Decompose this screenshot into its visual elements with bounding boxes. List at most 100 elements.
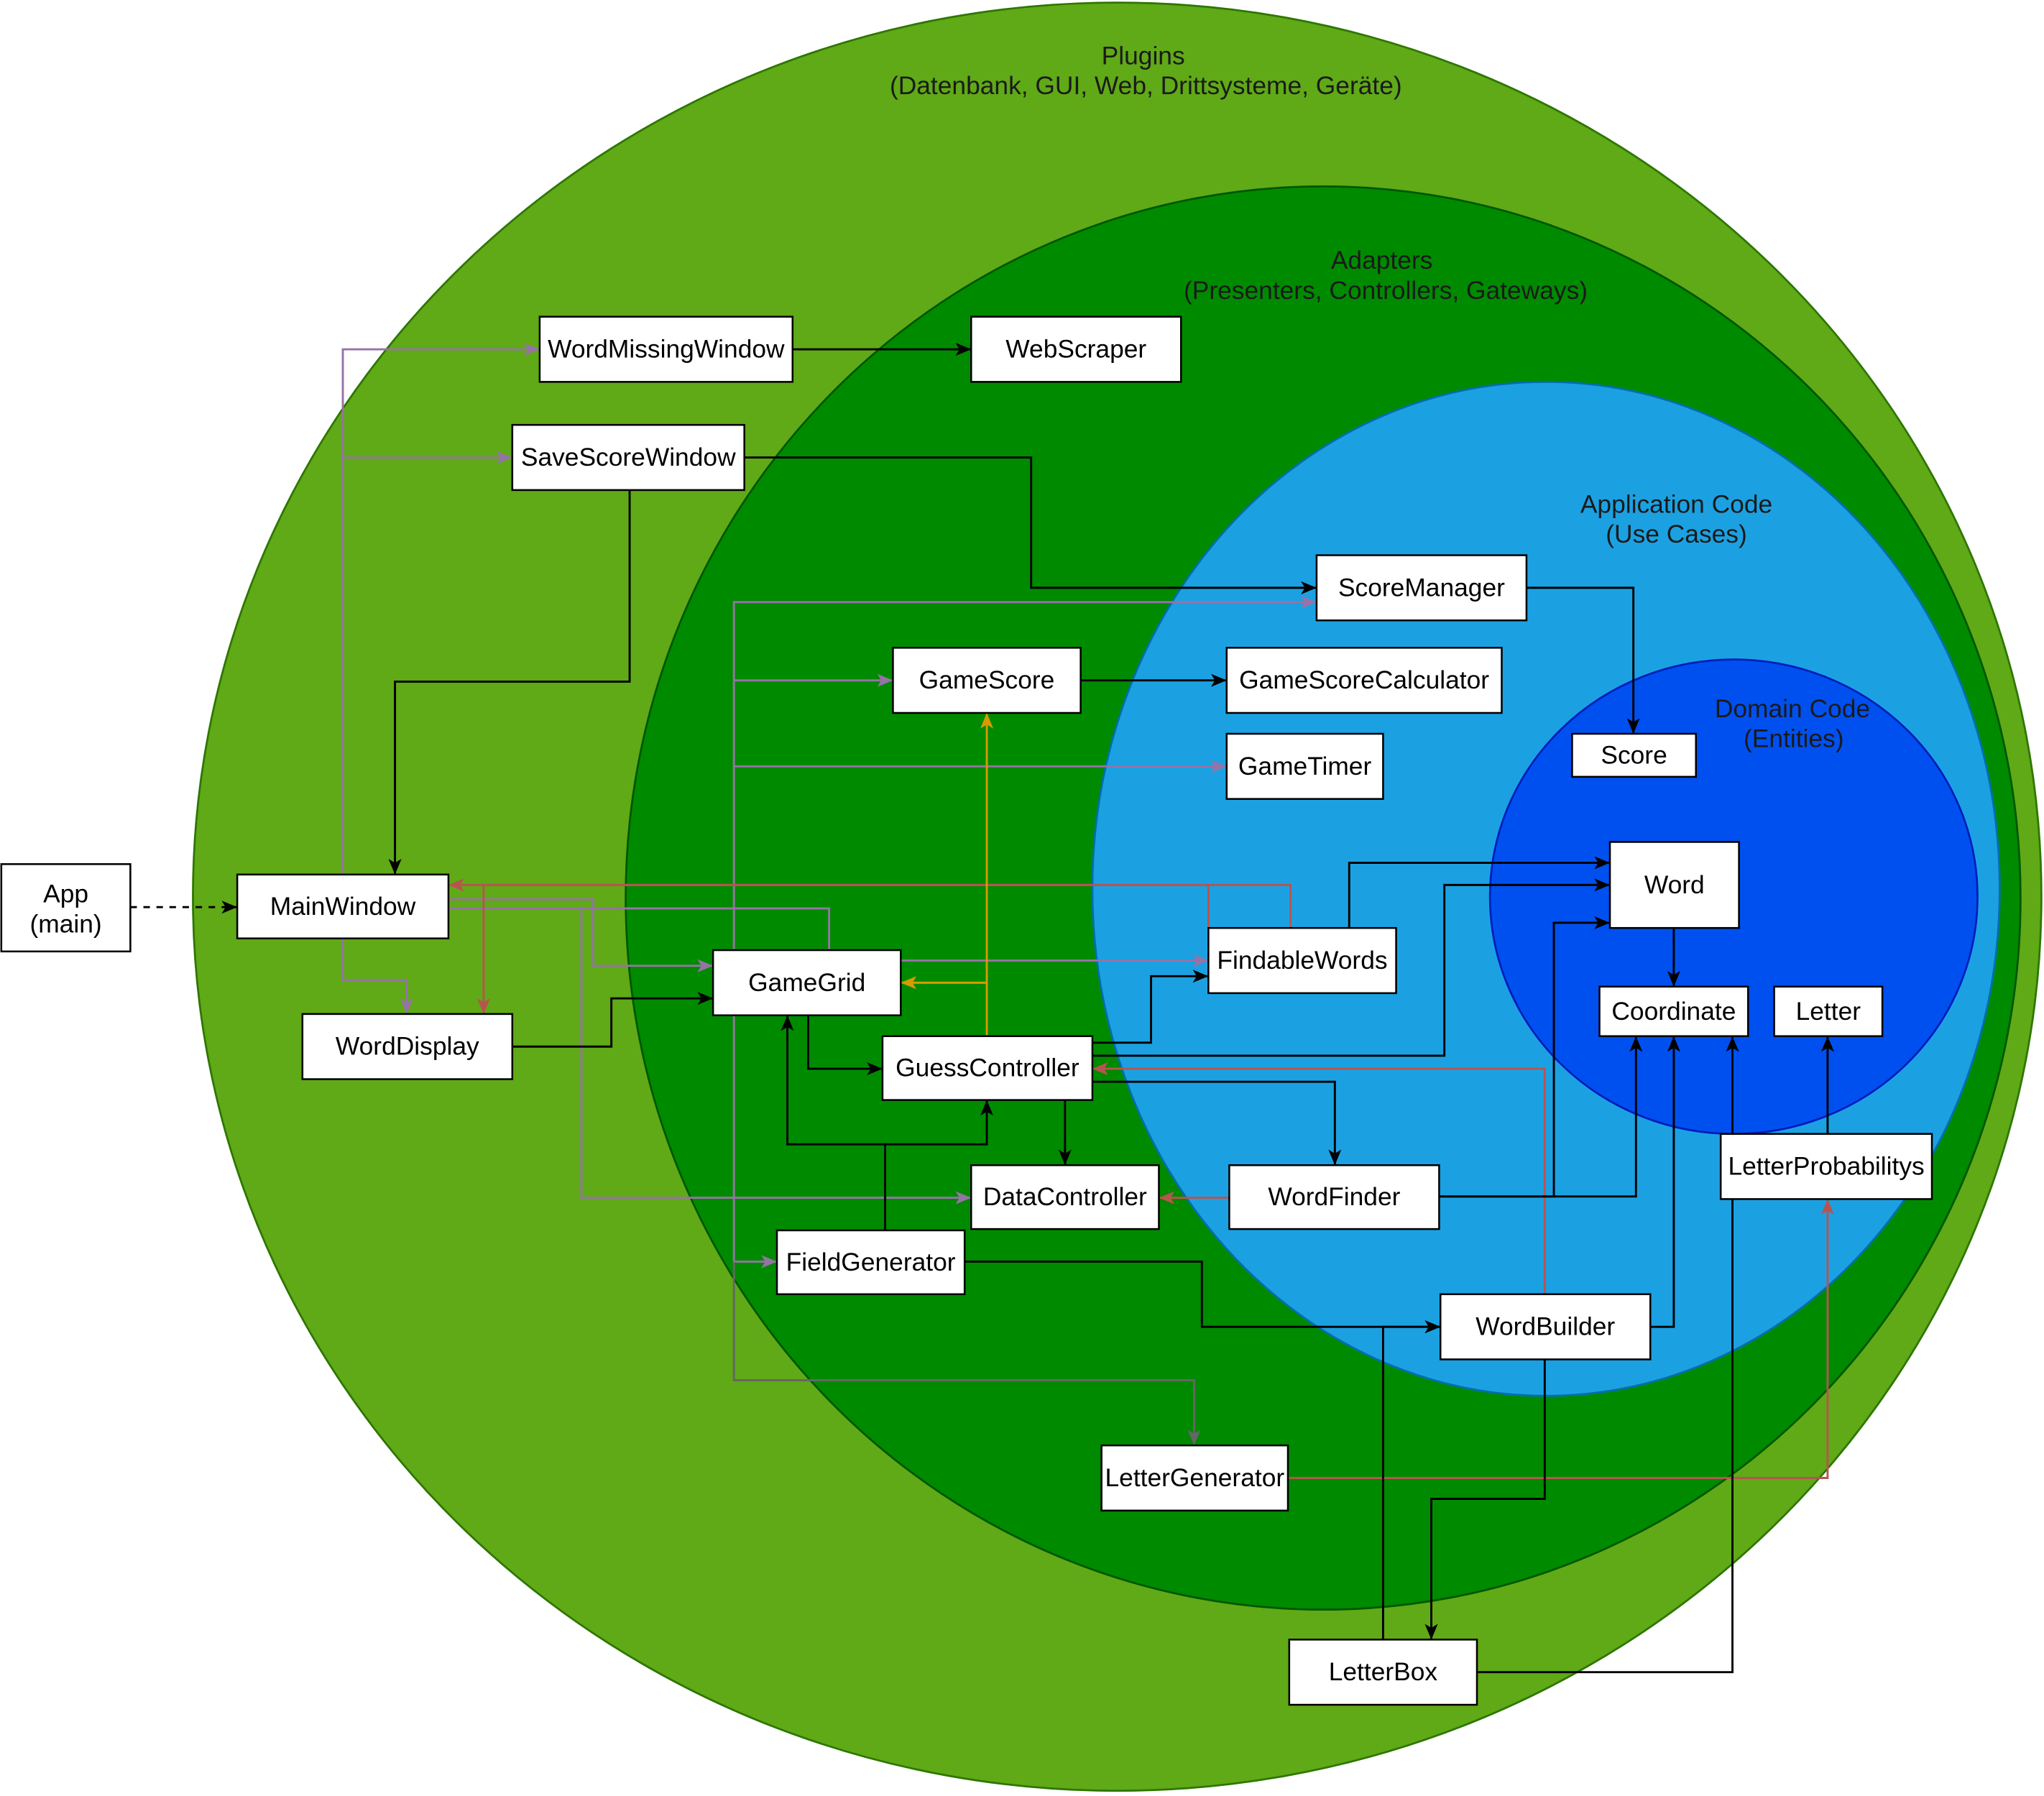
node-box bbox=[1225, 647, 1503, 714]
edge-field-generator-to-guess-controller bbox=[885, 1100, 994, 1146]
node-box bbox=[970, 1164, 1160, 1230]
node-label: GameTimer bbox=[1238, 752, 1372, 780]
node-label: LetterProbabilitys bbox=[1728, 1153, 1924, 1181]
edge-game-grid-to-letter-generator bbox=[732, 1261, 1201, 1446]
node-data-controller: DataController bbox=[970, 1164, 1160, 1230]
plugins-layer-subtitle: (Datenbank, GUI, Web, Drittsysteme, Gerä… bbox=[890, 72, 1402, 100]
node-app: App (main) bbox=[0, 863, 132, 953]
plugins-layer-title: Plugins bbox=[1102, 42, 1185, 70]
node-box bbox=[712, 949, 902, 1016]
domain-layer-title: Domain Code bbox=[1715, 695, 1870, 723]
node-guess-controller: GuessController bbox=[881, 1035, 1094, 1101]
node-label: WordDisplay bbox=[336, 1033, 479, 1061]
node-score-manager: ScoreManager bbox=[1315, 554, 1528, 622]
node-label: Coordinate bbox=[1611, 998, 1736, 1026]
node-label: WordMissingWindow bbox=[548, 336, 785, 364]
application-layer-title: Application Code bbox=[1580, 490, 1772, 518]
node-label: SaveScoreWindow bbox=[521, 443, 736, 471]
node-word-finder: WordFinder bbox=[1228, 1164, 1440, 1230]
node-label: LetterBox bbox=[1329, 1658, 1438, 1686]
node-box bbox=[892, 647, 1082, 714]
node-box bbox=[1571, 732, 1697, 778]
edge-layer bbox=[130, 342, 1834, 1674]
edge-main-window-to-word-display bbox=[341, 938, 413, 1014]
node-word-builder: WordBuilder bbox=[1439, 1293, 1652, 1360]
node-box bbox=[1598, 985, 1749, 1038]
node-label: GuessController bbox=[896, 1054, 1079, 1082]
edge-letter-box-to-word-builder bbox=[1381, 1320, 1441, 1640]
node-word-missing-window: WordMissingWindow bbox=[538, 316, 794, 383]
adapters-layer-subtitle: (Presenters, Controllers, Gateways) bbox=[1184, 277, 1588, 305]
node-label: Word bbox=[1644, 871, 1705, 899]
node-letter-box: LetterBox bbox=[1288, 1639, 1478, 1706]
node-game-timer: GameTimer bbox=[1225, 732, 1384, 800]
edge-word-finder-to-coordinate bbox=[1439, 1036, 1643, 1198]
application-layer-subtitle: (Use Cases) bbox=[1606, 520, 1746, 548]
node-box bbox=[1439, 1293, 1652, 1360]
node-box bbox=[775, 1229, 966, 1296]
node-box bbox=[538, 316, 794, 383]
node-label: ScoreManager bbox=[1338, 574, 1505, 602]
node-box bbox=[301, 1013, 514, 1080]
node-web-scraper: WebScraper bbox=[970, 316, 1182, 383]
node-label: MainWindow bbox=[270, 893, 416, 921]
node-game-score: GameScore bbox=[892, 647, 1082, 714]
node-label: FieldGenerator bbox=[786, 1248, 956, 1276]
node-box bbox=[1773, 985, 1884, 1038]
node-box bbox=[1288, 1639, 1478, 1706]
edge-field-generator-to-game-grid bbox=[781, 1015, 887, 1230]
node-label: GameGrid bbox=[748, 969, 865, 997]
node-label: WebScraper bbox=[1005, 336, 1146, 364]
node-label: FindableWords bbox=[1217, 947, 1387, 975]
node-findable-words: FindableWords bbox=[1207, 926, 1397, 995]
node-box bbox=[1719, 1133, 1933, 1200]
node-box bbox=[1608, 841, 1740, 929]
node-letter-probabilitys: LetterProbabilitys bbox=[1719, 1133, 1933, 1200]
node-box bbox=[1207, 926, 1397, 995]
node-label-line2: (main) bbox=[29, 910, 101, 938]
domain-layer-subtitle: (Entities) bbox=[1744, 725, 1844, 753]
node-score: Score bbox=[1571, 732, 1697, 778]
node-label: LetterGenerator bbox=[1105, 1464, 1285, 1492]
node-letter-generator: LetterGenerator bbox=[1100, 1444, 1289, 1512]
node-box bbox=[1225, 732, 1384, 800]
node-word: Word bbox=[1608, 841, 1740, 929]
node-game-grid: GameGrid bbox=[712, 949, 902, 1016]
node-word-display: WordDisplay bbox=[301, 1013, 514, 1080]
edge-guess-controller-to-word bbox=[1092, 878, 1611, 1057]
edge-word-display-to-game-grid bbox=[512, 992, 714, 1048]
edge-main-window-to-game-grid bbox=[448, 898, 714, 972]
edge-letter-generator-to-letter-probabilitys bbox=[1288, 1199, 1834, 1479]
edge-findable-words-to-word bbox=[1348, 856, 1611, 929]
node-box bbox=[1315, 554, 1528, 622]
node-box bbox=[236, 873, 450, 939]
edge-game-grid-to-score-manager bbox=[732, 595, 1317, 951]
node-game-score-calculator: GameScoreCalculator bbox=[1225, 647, 1503, 714]
edge-findable-words-to-word-display bbox=[477, 883, 1210, 1014]
node-label: WordBuilder bbox=[1476, 1313, 1615, 1341]
node-label: DataController bbox=[983, 1183, 1147, 1211]
node-letter: Letter bbox=[1773, 985, 1884, 1038]
node-box bbox=[1228, 1164, 1440, 1230]
node-label-line1: App bbox=[43, 880, 88, 908]
edge-word-builder-to-coordinate bbox=[1650, 1036, 1680, 1328]
node-box bbox=[1100, 1444, 1289, 1512]
edge-main-window-to-word-missing-window bbox=[341, 342, 540, 875]
node-box bbox=[511, 423, 745, 492]
edge-letter-box-to-coordinate bbox=[1477, 1036, 1739, 1674]
node-label: WordFinder bbox=[1268, 1183, 1400, 1211]
node-label: GameScore bbox=[919, 666, 1055, 694]
node-box bbox=[881, 1035, 1094, 1101]
edge-save-score-window-to-main-window bbox=[388, 489, 631, 875]
edge-word-builder-to-letter-box bbox=[1424, 1359, 1546, 1640]
node-label: Score bbox=[1601, 741, 1667, 769]
node-save-score-window: SaveScoreWindow bbox=[511, 423, 745, 492]
node-coordinate: Coordinate bbox=[1598, 985, 1749, 1038]
edge-word-builder-to-guess-controller bbox=[1092, 1062, 1546, 1294]
node-label: GameScoreCalculator bbox=[1239, 666, 1489, 694]
adapters-layer-title: Adapters bbox=[1331, 247, 1433, 275]
node-box bbox=[970, 316, 1182, 383]
edge-score-manager-to-score bbox=[1526, 586, 1640, 734]
edge-save-score-window-to-score-manager bbox=[744, 456, 1317, 594]
